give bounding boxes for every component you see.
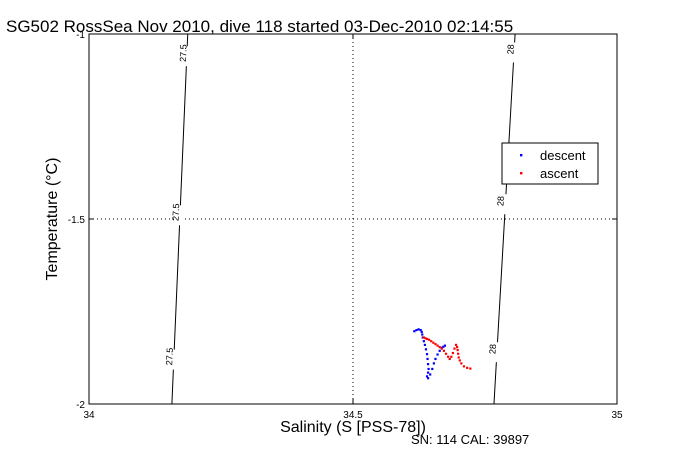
ascent-point [469, 367, 472, 370]
descent-point [413, 330, 416, 333]
ascent-point [428, 338, 431, 341]
ascent-point [453, 347, 456, 350]
descent-point [426, 377, 430, 380]
ascent-point [451, 351, 454, 355]
descent-point [431, 367, 434, 371]
ascent-point [454, 343, 458, 346]
descent-point [434, 357, 437, 361]
contour-label-gap [174, 205, 183, 226]
descent-point [426, 371, 430, 374]
descent-point [426, 357, 429, 361]
descent-point [442, 345, 445, 348]
ascent-point [430, 340, 433, 343]
ascent-point [444, 352, 448, 355]
legend-marker-ascent [520, 172, 523, 175]
serial-calibration-text: SN: 114 CAL: 39897 [411, 432, 529, 447]
contour-label-gap [491, 342, 500, 363]
contour-label: 28 [505, 44, 516, 55]
axis-ticks: 34 34.5 35 -1 -1.5 -2 [68, 30, 623, 421]
descent-point [443, 344, 447, 347]
ascent-point [448, 357, 451, 361]
ascent-point [462, 365, 466, 368]
y-tick-label: -1 [76, 30, 85, 41]
descent-point [425, 353, 429, 356]
descent-point [426, 363, 430, 366]
descent-point [415, 329, 418, 332]
ascent-point [458, 359, 461, 362]
contour-label-gap [168, 349, 177, 370]
ascent-point [466, 366, 469, 369]
legend-label-ascent: ascent [540, 166, 579, 181]
x-tick-label: 35 [611, 410, 623, 421]
contour-label-gap [509, 42, 518, 63]
ascent-point [440, 347, 443, 350]
descent-point [420, 330, 423, 334]
density-contours: 27.5 27.5 27.5 28 28 28 [164, 33, 518, 405]
contour-label-gap [499, 194, 508, 215]
legend: descent ascent [501, 142, 599, 185]
plot-area: 27.5 27.5 27.5 28 28 28 34 34.5 35 -1 -1.5 -2 [68, 30, 623, 421]
x-tick-label: 34.5 [343, 410, 363, 421]
descent-point [429, 373, 432, 376]
x-axis-label: Salinity (S [PSS-78]) [280, 419, 426, 436]
ascent-point [456, 346, 459, 349]
contour-label: 28 [487, 344, 498, 355]
ascent-point [436, 344, 439, 347]
legend-marker-descent [520, 154, 523, 157]
ascent-point [425, 337, 429, 341]
y-axis-label: Temperature (°C) [44, 158, 61, 281]
x-tick-label: 34 [83, 410, 95, 421]
contour-label-gap [182, 46, 191, 67]
descent-point [421, 333, 424, 336]
data-points [413, 328, 472, 380]
legend-label-descent: descent [540, 148, 586, 163]
ascent-point [460, 362, 463, 365]
ascent-point [424, 337, 427, 340]
ascent-point [457, 352, 460, 355]
ascent-point [457, 356, 460, 359]
descent-point [432, 362, 435, 365]
contour-label: 28 [495, 196, 506, 207]
contour-label: 27.5 [178, 44, 189, 62]
ascent-point [434, 343, 437, 346]
contour-label: 27.5 [164, 348, 175, 366]
descent-point [419, 329, 422, 332]
descent-point [436, 353, 439, 356]
descent-point [425, 375, 429, 378]
ascent-point [438, 346, 441, 349]
descent-point [422, 340, 425, 343]
ascent-point [456, 348, 459, 352]
ascent-point [432, 341, 435, 344]
ascent-point [442, 349, 446, 352]
ascent-point [447, 355, 450, 358]
chart-title: SG502 RossSea Nov 2010, dive 118 started… [6, 17, 513, 36]
contour-label: 27.5 [171, 203, 182, 221]
descent-point [438, 349, 441, 352]
y-tick-label: -2 [76, 400, 85, 411]
legend-box [501, 142, 599, 185]
y-tick-label: -1.5 [68, 215, 86, 226]
ascent-point [450, 355, 453, 358]
ascent-point [422, 336, 425, 339]
descent-point [423, 343, 427, 346]
descent-point [417, 328, 420, 331]
descent-point [427, 367, 430, 371]
descent-point [424, 348, 428, 351]
